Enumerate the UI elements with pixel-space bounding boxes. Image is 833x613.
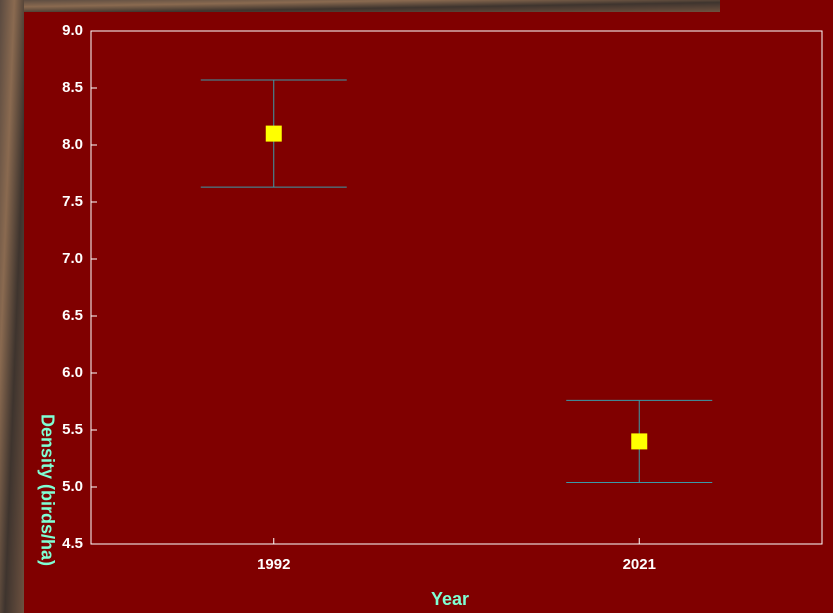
y-tick-label: 8.0 [62, 136, 83, 153]
y-tick-label: 7.5 [62, 193, 83, 210]
plot-frame [90, 30, 823, 545]
x-axis-title: Year [431, 589, 469, 609]
y-tick-label: 5.0 [62, 478, 83, 495]
x-tick-label: 1992 [257, 556, 290, 573]
background [24, 12, 833, 613]
x-tick-label: 2021 [623, 556, 656, 573]
y-tick-label: 4.5 [62, 535, 83, 552]
background-photo [0, 0, 24, 613]
point [631, 433, 648, 450]
y-tick-label: 6.5 [62, 307, 83, 324]
background-photo [0, 0, 720, 12]
point [265, 125, 282, 142]
y-tick-label: 6.0 [62, 364, 83, 381]
y-tick-label: 5.5 [62, 421, 83, 438]
y-tick-label: 7.0 [62, 250, 83, 267]
y-tick-label: 8.5 [62, 79, 83, 96]
y-tick-label: 9.0 [62, 22, 83, 39]
y-axis-title: Density (birds/ha) [37, 414, 57, 566]
